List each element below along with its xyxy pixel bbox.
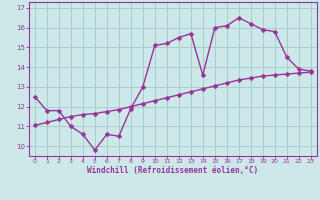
X-axis label: Windchill (Refroidissement éolien,°C): Windchill (Refroidissement éolien,°C) — [87, 166, 258, 175]
